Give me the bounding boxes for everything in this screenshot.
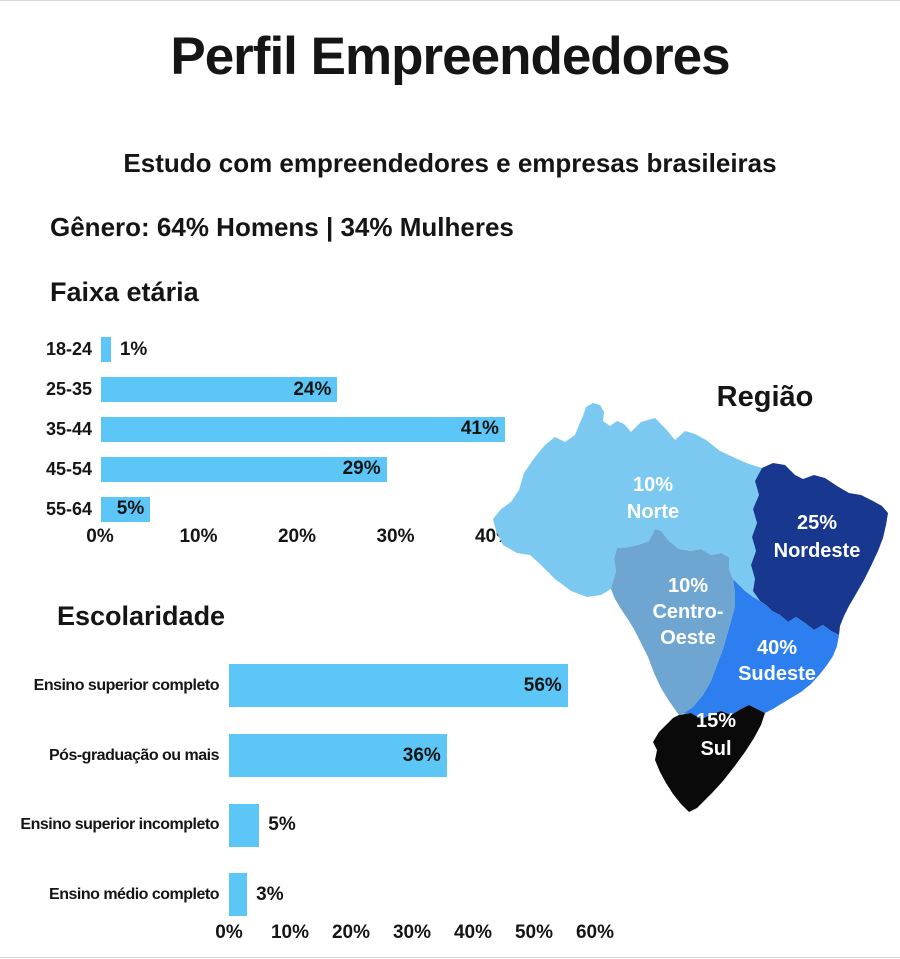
page-bottom-edge [0, 957, 900, 958]
axis-tick-label: 40% [453, 922, 493, 943]
axis-tick-label: 30% [376, 526, 415, 547]
axis-tick-label: 30% [392, 922, 432, 943]
map-label-sudeste-name: Sudeste [738, 663, 816, 685]
bar-value-label: 5% [268, 814, 296, 836]
age-x-axis: 0% 10% 20% 30% 40% [86, 525, 540, 549]
map-label-sul-name: Sul [700, 738, 731, 760]
bar-row: 35-44 41% [0, 410, 560, 450]
bar-ensino-superior-completo: 56% [229, 664, 568, 708]
bar-track: 5% [229, 803, 600, 847]
map-label-centro-oeste-value: 10% [668, 575, 708, 597]
axis-tick-label: 20% [331, 922, 371, 943]
bar-track: 24% [101, 377, 560, 403]
bar-track: 41% [101, 416, 560, 442]
bar-value-label: 3% [256, 883, 284, 905]
bar-track: 5% [101, 496, 560, 522]
bar-row: 45-54 29% [0, 449, 560, 489]
bar-45-54: 29% [101, 456, 387, 482]
category-label: Ensino superior completo [33, 676, 220, 694]
bar-value-label: 41% [460, 418, 499, 440]
category-label: 45-54 [45, 458, 92, 479]
category-label: 55-64 [45, 498, 92, 519]
bar-pos-graduacao: 36% [229, 734, 447, 778]
map-region-sul [653, 705, 765, 812]
bar-ensino-superior-incompleto: 5% [229, 803, 296, 847]
education-bar-chart: Ensino superior completo 56% Pós-graduaç… [0, 651, 600, 930]
category-label: 25-35 [45, 379, 92, 400]
bar-row: 55-64 5% [0, 489, 560, 529]
page-title: Perfil Empreendedores [170, 27, 730, 86]
axis-tick-label: 10% [179, 526, 218, 547]
bar-row: Pós-graduação ou mais 36% [0, 721, 600, 791]
bar-18-24: 1% [101, 337, 147, 363]
bar-value-label: 5% [116, 498, 145, 520]
bar-value-label: 1% [119, 338, 148, 360]
map-region-norte [493, 403, 762, 601]
region-map-title: Região [716, 381, 814, 413]
bar-row: 25-35 24% [0, 370, 560, 410]
bar-track: 56% [229, 664, 600, 708]
axis-tick-label: 10% [270, 922, 310, 943]
category-label: Ensino médio completo [49, 885, 219, 903]
bar-track: 3% [229, 873, 600, 917]
bar-value-label: 56% [523, 674, 562, 696]
bar-row: Ensino superior incompleto 5% [0, 790, 600, 860]
axis-tick-label: 0% [215, 922, 243, 943]
map-label-sul-value: 15% [696, 710, 736, 732]
map-label-centro-oeste-name-2: Oeste [660, 627, 716, 649]
map-region-sudeste [683, 579, 839, 719]
bar-track: 1% [101, 337, 560, 363]
brazil-region-map: 10% Norte 25% Nordeste 10% Centro- Oeste… [493, 403, 888, 812]
bar-row: 18-24 1% [0, 330, 560, 370]
map-label-nordeste-name: Nordeste [774, 540, 861, 562]
map-label-sudeste-value: 40% [757, 637, 797, 659]
category-label: 35-44 [45, 418, 92, 439]
map-label-norte-value: 10% [633, 474, 673, 496]
category-label: 18-24 [45, 339, 92, 360]
bar-row: Ensino médio completo 3% [0, 860, 600, 930]
subtitle: Estudo com empreendedores e empresas bra… [123, 148, 777, 178]
axis-tick-label: 60% [575, 922, 615, 943]
bar-track: 29% [101, 456, 560, 482]
gender-stat: Gênero: 64% Homens | 34% Mulheres [50, 212, 514, 242]
bar-track: 36% [229, 734, 600, 778]
category-label: Pós-graduação ou mais [49, 746, 220, 764]
axis-tick-label: 50% [514, 922, 554, 943]
bar-35-44: 41% [101, 416, 505, 442]
bar-value-label: 24% [293, 378, 332, 400]
map-region-centro-oeste [611, 529, 735, 715]
bar-25-35: 24% [101, 377, 338, 403]
bar-value-label: 29% [342, 458, 381, 480]
page-top-edge [0, 0, 900, 1]
axis-tick-label: 20% [277, 526, 317, 547]
bar-row: Ensino superior completo 56% [0, 651, 600, 721]
map-label-nordeste-value: 25% [797, 512, 837, 534]
age-bar-chart: 18-24 1% 25-35 24% 35-44 41% [0, 330, 560, 529]
bar-value-label: 36% [402, 744, 441, 766]
education-x-axis: 0% 10% 20% 30% 40% 50% 60% [215, 921, 639, 945]
map-region-nordeste [751, 463, 888, 635]
map-label-norte-name: Norte [627, 501, 679, 523]
category-label: Ensino superior incompleto [20, 816, 219, 834]
map-label-centro-oeste-name-1: Centro- [652, 601, 723, 623]
education-chart-title: Escolaridade [57, 601, 226, 631]
bar-55-64: 5% [101, 496, 151, 522]
axis-tick-label: 0% [86, 526, 114, 547]
age-chart-title: Faixa etária [50, 277, 199, 307]
bar-ensino-medio-completo: 3% [229, 873, 284, 917]
